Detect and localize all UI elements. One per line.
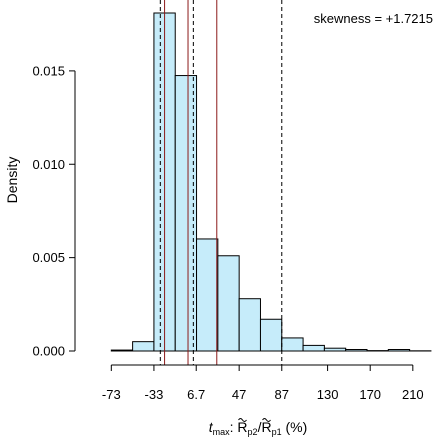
x-tick-label: 170 — [359, 387, 381, 402]
histogram-bar — [110, 349, 134, 352]
x-axis-title: tmax: Rp2/Rp1 (%) — [209, 419, 308, 437]
y-tick-label: 0.015 — [32, 63, 65, 78]
y-axis-title: Density — [4, 157, 20, 204]
histogram-bar — [132, 341, 155, 352]
histogram-bar — [281, 337, 304, 352]
histogram-bar — [323, 347, 347, 352]
x-tick-label: 87 — [275, 387, 289, 402]
y-tick-label: 0.010 — [32, 157, 65, 172]
x-tick-label: 6.7 — [187, 387, 205, 402]
y-tick-label: 0.000 — [32, 344, 65, 359]
histogram-bar — [238, 298, 261, 352]
skewness-annotation: skewness = +1.7215 — [314, 11, 433, 26]
x-tick-label: -73 — [102, 387, 121, 402]
x-tick-label: 47 — [232, 387, 246, 402]
histogram-bar — [217, 255, 240, 352]
x-tick-label: 210 — [402, 387, 424, 402]
histogram-bar — [345, 349, 368, 352]
x-axis: -73 -33 6.7 47 87 130 170 210 — [102, 364, 424, 402]
y-tick-label: 0.005 — [32, 250, 65, 265]
x-tick-label: -33 — [145, 387, 164, 402]
histogram-bar — [196, 238, 219, 352]
histogram-bar — [387, 349, 411, 352]
histogram-bar — [259, 318, 283, 352]
y-axis: 0.000 0.005 0.010 0.015 — [32, 63, 76, 359]
reference-lines — [159, 0, 283, 365]
tilde-accent — [262, 418, 271, 422]
histogram-bars — [110, 12, 432, 352]
tilde-accent — [238, 418, 247, 422]
histogram-bar — [302, 344, 325, 352]
x-tick-label: 130 — [317, 387, 339, 402]
histogram-bar — [174, 75, 198, 352]
